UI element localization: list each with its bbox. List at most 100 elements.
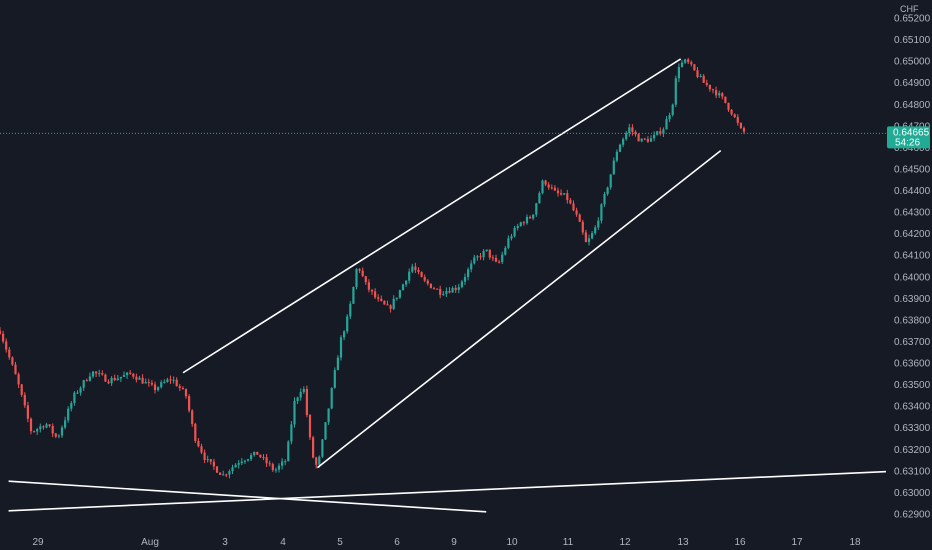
- candle-up: [513, 228, 516, 237]
- candle-up: [246, 459, 250, 461]
- candle-down: [200, 446, 203, 453]
- candle-up: [457, 287, 460, 291]
- candle-up: [628, 127, 631, 134]
- candle-down: [448, 290, 451, 293]
- candle-up: [504, 247, 507, 255]
- candle-down: [696, 70, 699, 77]
- candle-down: [20, 384, 23, 395]
- candle-up: [677, 66, 680, 79]
- candle-down: [377, 297, 380, 299]
- candle-up: [116, 378, 119, 381]
- candle-down: [33, 431, 36, 433]
- candle-down: [643, 138, 646, 140]
- candle-up: [408, 271, 411, 281]
- candle-down: [646, 139, 649, 142]
- candle-down: [414, 266, 417, 271]
- candle-down: [268, 463, 271, 465]
- candle-down: [364, 276, 367, 283]
- last-price-label: 0.64665 54:26: [887, 126, 930, 149]
- candle-down: [733, 114, 736, 118]
- candle-down: [494, 257, 498, 262]
- candle-down: [194, 423, 197, 441]
- candle-up: [253, 451, 256, 456]
- candle-down: [687, 59, 690, 63]
- candle-up: [510, 236, 513, 239]
- candle-up: [467, 269, 470, 277]
- candle-up: [612, 160, 615, 175]
- candle-up: [355, 268, 358, 287]
- candle-down: [584, 232, 587, 243]
- candle-up: [343, 331, 346, 338]
- candle-up: [321, 439, 324, 457]
- candle-down: [581, 221, 584, 233]
- candle-down: [107, 381, 110, 384]
- time-tick-label: 13: [677, 537, 689, 548]
- candle-up: [302, 388, 305, 392]
- candle-up: [60, 427, 64, 436]
- candle-down: [113, 378, 116, 381]
- candle-up: [519, 222, 522, 226]
- candle-up: [122, 375, 126, 377]
- price-tick-label: 0.63900: [894, 294, 931, 305]
- candle-down: [702, 75, 705, 83]
- time-tick-label: 12: [619, 537, 631, 548]
- candle-down: [315, 457, 318, 465]
- channel-upper-line[interactable]: [182, 58, 682, 374]
- candle-down: [191, 410, 194, 424]
- candle-up: [110, 378, 113, 384]
- price-tick-label: 0.64600: [894, 143, 931, 154]
- candle-down: [386, 304, 389, 306]
- candle-up: [57, 435, 60, 437]
- time-tick-label: 4: [280, 537, 286, 548]
- candle-down: [370, 289, 374, 292]
- price-tick-label: 0.65100: [894, 35, 931, 46]
- last-price-badge: [887, 126, 930, 149]
- price-axis[interactable]: [886, 0, 932, 550]
- candle-up: [507, 238, 510, 248]
- candle-up: [665, 119, 668, 130]
- candle-down: [54, 433, 57, 437]
- candle-down: [23, 394, 26, 406]
- candle-down: [705, 82, 708, 85]
- candle-down: [727, 102, 730, 110]
- candle-down: [436, 288, 439, 290]
- candle-down: [29, 418, 33, 432]
- candle-up: [237, 463, 240, 465]
- candle-up: [411, 266, 414, 272]
- channel-lower-line[interactable]: [316, 149, 722, 469]
- price-tick-label: 0.63000: [894, 488, 931, 499]
- candle-down: [312, 437, 315, 458]
- candle-up: [485, 249, 488, 251]
- candle-up: [718, 93, 721, 96]
- candle-up: [126, 372, 129, 376]
- candle-down: [197, 440, 200, 447]
- time-axis[interactable]: [0, 532, 932, 550]
- support-trendline[interactable]: [8, 468, 932, 512]
- candle-up: [293, 400, 296, 425]
- candle-down: [147, 382, 150, 384]
- candle-up: [640, 138, 643, 142]
- time-tick-label: 17: [791, 537, 803, 548]
- candle-up: [64, 420, 67, 428]
- price-tick-label: 0.63500: [894, 380, 931, 391]
- candle-up: [684, 59, 687, 63]
- price-tick-label: 0.64200: [894, 229, 931, 240]
- candle-up: [473, 257, 476, 264]
- candle-down: [169, 379, 172, 381]
- candle-down: [11, 357, 14, 365]
- candle-down: [690, 62, 693, 65]
- candle-up: [442, 293, 445, 295]
- price-tick-label: 0.64400: [894, 186, 931, 197]
- candle-down: [708, 84, 711, 90]
- candle-up: [163, 381, 166, 383]
- candle-up: [222, 474, 225, 476]
- time-tick-label: 9: [451, 537, 457, 548]
- candle-up: [290, 424, 293, 442]
- candle-down: [188, 396, 191, 411]
- candle-down: [560, 193, 563, 195]
- candle-up: [482, 250, 485, 258]
- time-tick-label: 10: [506, 537, 518, 548]
- falling-trendline[interactable]: [8, 480, 487, 513]
